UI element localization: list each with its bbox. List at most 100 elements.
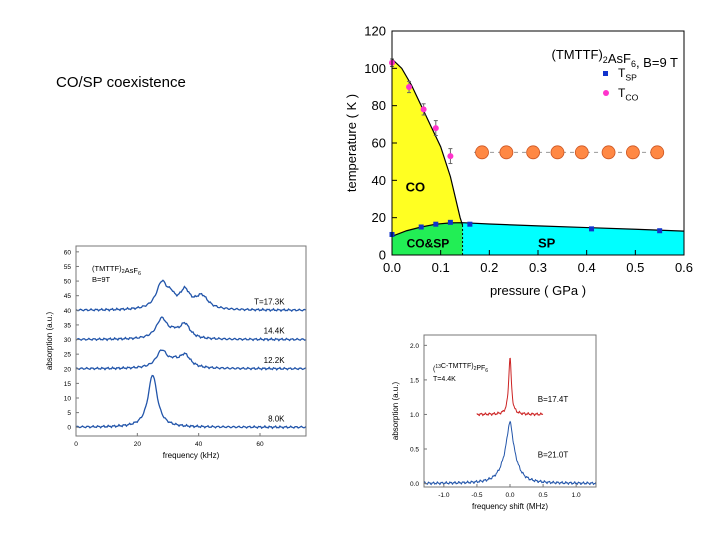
overlay-circle: [526, 145, 541, 160]
x-tick-label: 0.2: [480, 260, 498, 275]
x-tick-label: 20: [134, 441, 142, 448]
axes-ticks: -1.0 -0.5 0.0 0.5 1.0 0.0 0.5 1.0 1.5 2.0: [410, 343, 581, 499]
y-tick-label: 5: [67, 410, 71, 417]
x-tick-label: -1.0: [438, 492, 450, 499]
x-tick-label: 60: [256, 441, 264, 448]
esr-traces: [423, 357, 597, 486]
x-tick-label: -0.5: [471, 492, 483, 499]
overlay-circles: [474, 145, 666, 160]
chart-subtitle: T=4.4K: [433, 376, 456, 383]
y-tick-label: 40: [372, 173, 386, 188]
y-axis-label: temperature ( K ): [344, 94, 359, 192]
legend-tco-marker: [603, 90, 609, 96]
nmr-trace-label: 12.2K: [264, 356, 286, 365]
nmr-trace: [75, 374, 307, 430]
region-sp: [462, 222, 684, 255]
region-label-sp: SP: [538, 236, 556, 251]
y-axis-label: absorption (a.u.): [391, 382, 400, 441]
legend-tsp-marker: [603, 71, 608, 76]
chart-title: (TMTTF)2AsF6: [92, 264, 141, 277]
legend-tsp-label: TSP: [618, 66, 637, 83]
x-tick-label: 0.1: [432, 260, 450, 275]
tsp-point: [418, 224, 424, 230]
overlay-circle: [475, 145, 489, 160]
tsp-point: [433, 221, 439, 227]
x-axis-label: frequency shift (MHz): [472, 502, 548, 511]
nmr-trace: [75, 349, 306, 371]
y-tick-label: 0: [67, 425, 71, 432]
y-tick-label: 100: [364, 61, 386, 76]
trace-labels: B=17.4T B=21.0T: [538, 395, 569, 459]
region-coexist: [392, 222, 463, 255]
legend-tco-label: TCO: [618, 86, 639, 103]
x-axis-label: pressure ( GPa ): [490, 283, 586, 298]
axes-ticks: 0.0 0.1 0.2 0.3 0.4 0.5 0.6 0 20 40 60 80 100 120: [364, 24, 693, 276]
chart-title: (13C-TMTTF)2PF6: [433, 363, 488, 374]
y-tick-label: 80: [372, 98, 386, 113]
x-tick-label: 1.0: [572, 492, 581, 499]
esr-trace: [423, 420, 597, 486]
nmr-trace: [75, 316, 306, 342]
x-tick-label: 0.4: [578, 260, 596, 275]
overlay-circle: [550, 145, 565, 160]
y-tick-label: 60: [372, 136, 386, 151]
y-tick-label: 0.5: [410, 447, 419, 454]
y-tick-label: 25: [64, 352, 72, 359]
chart-title: (TMTTF)2AsF6, B=9 T: [552, 47, 679, 70]
nmr-spectra-chart: 0 20 40 60 0 5 10 15 20 25 30 35 40 45 50 55 60 T=17.3K 1…: [45, 245, 307, 460]
region-label-coexist: CO&SP: [407, 237, 450, 251]
tsp-point: [447, 219, 453, 225]
tsp-point: [657, 228, 663, 234]
x-tick-label: 0.6: [675, 260, 693, 275]
chart-subtitle: B=9T: [92, 275, 111, 284]
trace-labels: T=17.3K 14.4K 12.2K 8.0K: [254, 297, 285, 423]
x-tick-label: 0.5: [626, 260, 644, 275]
nmr-trace-label: 14.4K: [264, 327, 286, 336]
y-tick-label: 120: [364, 24, 386, 39]
tsp-point: [589, 226, 595, 232]
x-tick-label: 0: [74, 441, 78, 448]
y-tick-label: 50: [64, 279, 72, 286]
tco-point: [432, 125, 439, 132]
tco-point: [447, 153, 454, 160]
x-tick-label: 0.3: [529, 260, 547, 275]
plot-frame: [75, 245, 307, 437]
phase-regions: [392, 59, 684, 255]
x-tick-label: 0.5: [539, 492, 548, 499]
region-label-co: CO: [406, 180, 426, 195]
nmr-trace-label: 8.0K: [268, 414, 285, 423]
tsp-point: [467, 221, 473, 227]
y-tick-label: 1.0: [410, 412, 419, 419]
region-co: [392, 59, 463, 237]
y-tick-label: 1.5: [410, 377, 419, 384]
nmr-trace: [75, 279, 306, 313]
slide-title: CO/SP coexistence: [56, 74, 186, 91]
co-boundary-line: [391, 58, 464, 226]
overlay-circle: [625, 145, 640, 160]
overlay-circle: [601, 145, 616, 160]
y-tick-label: 20: [64, 366, 72, 373]
y-tick-label: 10: [64, 396, 72, 403]
overlay-circle: [650, 145, 665, 160]
y-tick-label: 60: [64, 249, 72, 256]
esr-trace-label: B=21.0T: [538, 450, 569, 459]
x-tick-label: 0.0: [505, 492, 514, 499]
esr-spectra-chart: -1.0 -0.5 0.0 0.5 1.0 0.0 0.5 1.0 1.5 2.0 B=17.4T…: [391, 334, 597, 511]
x-axis-label: frequency (kHz): [163, 451, 220, 460]
esr-trace: [476, 357, 544, 417]
x-tick-label: 40: [195, 441, 203, 448]
overlay-circle: [499, 145, 514, 160]
y-tick-label: 2.0: [410, 343, 419, 350]
tco-point: [406, 84, 413, 90]
phase-boundaries: [391, 58, 685, 255]
nmr-trace-label: T=17.3K: [254, 297, 285, 306]
chart-legend: TSP TCO: [603, 66, 639, 103]
y-tick-label: 35: [64, 322, 72, 329]
y-tick-label: 55: [64, 264, 72, 271]
x-tick-label: 0.0: [383, 260, 401, 275]
y-tick-label: 20: [372, 210, 386, 225]
overlay-circle: [574, 145, 589, 160]
y-axis-label: absorption (a.u.): [45, 312, 54, 371]
y-tick-label: 0.0: [410, 481, 419, 488]
y-tick-label: 15: [64, 381, 72, 388]
